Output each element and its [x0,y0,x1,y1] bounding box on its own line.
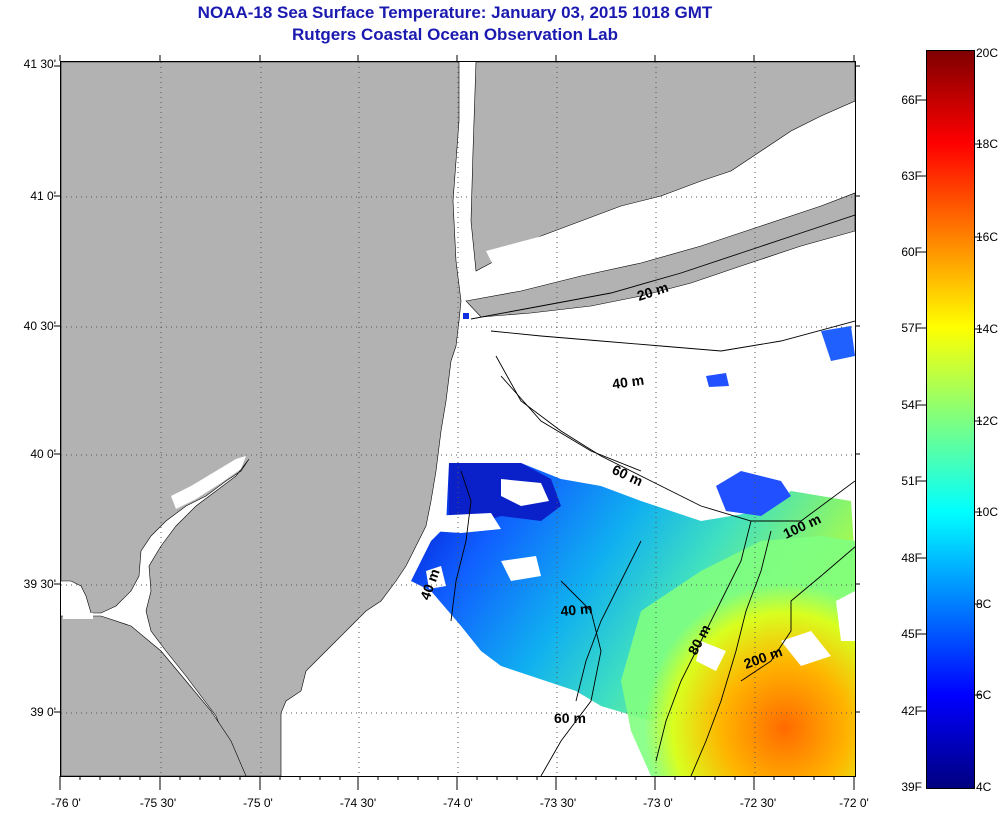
colorbar-label-12c: 12C [976,414,999,428]
map-area[interactable]: 20 m 40 m 60 m 100 m 40 m 80 m 200 m 60 … [60,61,856,777]
colorbar-label-6c: 6C [976,688,992,702]
colorbar-label-63f: 63F [901,169,922,183]
colorbar-label-4c: 4C [976,780,992,794]
colorbar-label-45f: 45F [901,627,922,641]
lon-label-73-30: -73 30' [539,796,577,810]
contour-label-40m-south: 40 m [560,600,593,619]
graticule [61,62,855,776]
bathymetry-contours [450,214,855,776]
colorbar-label-20c: 20C [976,46,999,60]
colorbar-label-42f: 42F [901,704,922,718]
lon-label-75-0: -75 0' [243,796,273,810]
lon-label-74-30: -74 30' [339,796,377,810]
lat-label-40-0: 40 0' [30,447,56,461]
colorbar-label-10c: 10C [976,505,999,519]
lat-label-40-30: 40 30' [23,319,56,333]
lat-label-41-0: 41 0' [30,189,56,203]
colorbar-label-51f: 51F [901,474,922,488]
lat-label-39-30: 39 30' [23,577,56,591]
colorbar-label-57f: 57F [901,321,922,335]
colorbar-label-14c: 14C [976,322,999,336]
lon-label-74-0: -74 0' [443,796,473,810]
lon-label-75-30: -75 30' [139,796,177,810]
lon-label-72-0: -72 0' [839,796,869,810]
colorbar-label-66f: 66F [901,93,922,107]
lon-label-73-0: -73 0' [643,796,673,810]
colorbar-label-8c: 8C [976,597,992,611]
colorbar-label-48f: 48F [901,551,922,565]
contour-label-60m-south: 60 m [554,710,586,726]
title-line-1: NOAA-18 Sea Surface Temperature: January… [197,3,713,22]
temperature-colorbar [926,50,975,789]
colorbar-label-39f: 39F [901,780,922,794]
lat-label-39-0: 39 0' [30,705,56,719]
colorbar-label-16c: 16C [976,230,999,244]
colorbar-label-18c: 18C [976,137,999,151]
colorbar-label-54f: 54F [901,398,922,412]
coastal-cloud [63,116,801,619]
colorbar-label-60f: 60F [901,245,922,259]
map-title: NOAA-18 Sea Surface Temperature: January… [0,2,910,46]
cloud-patches [426,479,855,671]
lat-label-41-30: 41 30' [23,57,56,71]
contour-label-40m-north: 40 m [611,372,645,392]
lon-label-72-30: -72 30' [739,796,777,810]
lon-label-76-0: -76 0' [51,796,81,810]
sst-map: 20 m 40 m 60 m 100 m 40 m 80 m 200 m 60 … [61,62,855,776]
title-line-2: Rutgers Coastal Ocean Observation Lab [292,25,618,44]
